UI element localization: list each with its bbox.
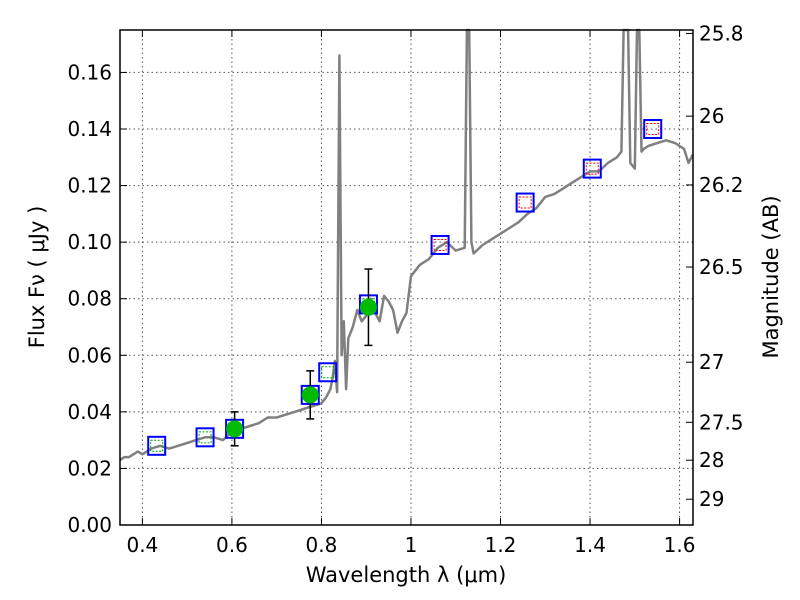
model-box-nir-inner: [646, 123, 660, 135]
x-tick-label: 1.6: [664, 533, 696, 557]
mag-tick-label: 27.5: [699, 410, 744, 434]
x-tick-label: 0.8: [306, 533, 338, 557]
y-tick-label: 0.00: [67, 513, 112, 537]
y-tick-label: 0.12: [67, 174, 112, 198]
y-tick-label: 0.10: [67, 230, 112, 254]
model-box-nir-outer: [515, 192, 535, 213]
model-box-nir-outer: [643, 119, 663, 139]
mag-tick-label: 29: [699, 487, 724, 511]
x-tick-label: 0.6: [216, 533, 248, 557]
model-box-nir-inner: [585, 162, 599, 175]
mag-tick-label: 27: [699, 350, 724, 374]
tick-labels: 0.4 0.6 0.8 1 1.2 1.4 1.6 0.00 0.02 0.04 0.06 0.08 0…: [67, 21, 743, 557]
y-tick-label: 0.14: [67, 117, 112, 141]
y-right-axis-label: Magnitude (AB): [759, 195, 783, 358]
model-box-nir-outer: [582, 158, 602, 179]
observed-point: [226, 420, 244, 438]
plot-background: [120, 30, 693, 525]
y-tick-label: 0.08: [67, 287, 112, 311]
y-tick-label: 0.16: [67, 60, 112, 84]
y-axis-label: Flux Fν ( μJy ): [25, 206, 49, 349]
x-tick-label: 0.4: [126, 533, 158, 557]
plot-frame: [119, 29, 694, 526]
x-axis-label: Wavelength λ (μm): [306, 563, 507, 587]
photometry-markers: [147, 119, 663, 456]
y-tick-label: 0.04: [67, 400, 112, 424]
mag-tick-label: 26: [699, 104, 724, 128]
mag-tick-label: 26.5: [699, 255, 744, 279]
model-box-optical-inner: [150, 439, 164, 452]
model-box-nir-inner: [433, 238, 447, 251]
model-box-optical-inner: [321, 366, 335, 379]
model-box-nir-inner: [518, 196, 532, 209]
x-tick-label: 1.2: [485, 533, 517, 557]
x-tick-label: 1: [405, 533, 418, 557]
axis-ticks: [120, 30, 693, 526]
mag-tick-label: 28: [699, 448, 724, 472]
y-tick-label: 0.06: [67, 343, 112, 367]
observed-point: [359, 298, 377, 316]
model-box-optical-outer: [318, 362, 338, 383]
observed-point: [301, 386, 319, 404]
x-tick-label: 1.4: [574, 533, 606, 557]
model-box-optical-outer: [147, 435, 167, 456]
grid-lines: [120, 30, 693, 525]
mag-tick-label: 26.2: [699, 173, 744, 197]
mag-tick-label: 25.8: [699, 21, 744, 45]
model-box-optical-outer: [195, 427, 215, 448]
model-box-optical-inner: [198, 431, 212, 444]
model-box-nir-outer: [430, 234, 450, 255]
y-tick-label: 0.02: [67, 456, 112, 480]
